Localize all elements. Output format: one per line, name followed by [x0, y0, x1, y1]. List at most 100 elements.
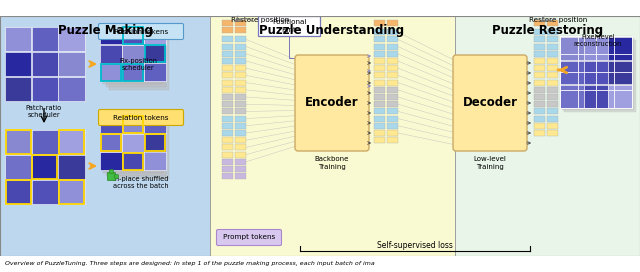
- Text: Decoder: Decoder: [463, 97, 518, 110]
- Text: Puzzle Understanding: Puzzle Understanding: [259, 24, 404, 37]
- Bar: [122, 153, 143, 169]
- Bar: [387, 65, 398, 71]
- Bar: [5, 180, 31, 204]
- Bar: [100, 26, 122, 44]
- Bar: [547, 87, 558, 93]
- Bar: [222, 72, 233, 78]
- Text: Overview of PuzzleTuning. Three steps are designed: In step 1 of the puzzle maki: Overview of PuzzleTuning. Three steps ar…: [5, 261, 375, 267]
- Bar: [374, 130, 385, 136]
- Bar: [374, 72, 385, 78]
- Bar: [534, 44, 545, 50]
- Bar: [5, 51, 31, 76]
- Bar: [235, 51, 246, 57]
- Text: Puzzle Restoring: Puzzle Restoring: [492, 24, 604, 37]
- Bar: [235, 123, 246, 129]
- Bar: [222, 159, 233, 165]
- Bar: [387, 137, 398, 143]
- Bar: [222, 123, 233, 129]
- Bar: [374, 29, 385, 35]
- Bar: [31, 154, 58, 179]
- Bar: [106, 35, 166, 87]
- Text: Encoder: Encoder: [305, 97, 359, 110]
- Bar: [6, 130, 31, 153]
- Text: Patch-ratio
scheduler: Patch-ratio scheduler: [26, 105, 62, 118]
- Bar: [564, 40, 636, 112]
- Bar: [145, 134, 165, 151]
- Bar: [122, 27, 143, 44]
- Bar: [31, 51, 58, 76]
- Bar: [145, 45, 165, 62]
- Bar: [222, 80, 233, 86]
- Bar: [560, 85, 584, 108]
- Bar: [547, 123, 558, 129]
- Bar: [222, 36, 233, 42]
- Bar: [235, 44, 246, 50]
- Bar: [608, 60, 632, 84]
- Bar: [455, 16, 640, 256]
- Bar: [222, 137, 233, 143]
- Bar: [235, 152, 246, 157]
- Bar: [387, 123, 398, 129]
- Bar: [374, 44, 385, 50]
- Bar: [534, 130, 545, 136]
- Bar: [534, 51, 545, 57]
- Bar: [58, 51, 84, 76]
- Bar: [374, 137, 385, 143]
- Bar: [58, 180, 84, 204]
- Bar: [547, 36, 558, 42]
- Bar: [235, 109, 246, 115]
- Bar: [100, 152, 122, 170]
- Bar: [122, 134, 143, 152]
- Text: Puzzle Making: Puzzle Making: [58, 24, 152, 37]
- Bar: [547, 51, 558, 57]
- FancyBboxPatch shape: [115, 175, 118, 178]
- Bar: [100, 64, 121, 81]
- Bar: [387, 80, 398, 86]
- Bar: [31, 129, 58, 154]
- Bar: [222, 116, 233, 122]
- Bar: [235, 159, 246, 165]
- Bar: [31, 180, 58, 204]
- Bar: [547, 80, 558, 86]
- Bar: [235, 144, 246, 150]
- Bar: [547, 65, 558, 71]
- Bar: [608, 36, 632, 60]
- Bar: [122, 152, 143, 170]
- Bar: [222, 173, 233, 179]
- Bar: [547, 44, 558, 50]
- Bar: [534, 72, 545, 78]
- Bar: [0, 16, 210, 256]
- FancyBboxPatch shape: [453, 55, 527, 151]
- Bar: [584, 60, 607, 84]
- Bar: [122, 116, 143, 133]
- Bar: [222, 94, 233, 100]
- Bar: [58, 129, 84, 154]
- Bar: [374, 36, 385, 42]
- Bar: [100, 134, 122, 152]
- Text: Self-supervised loss: Self-supervised loss: [377, 241, 453, 250]
- Bar: [144, 26, 166, 44]
- Bar: [100, 134, 121, 151]
- Bar: [100, 63, 122, 81]
- Bar: [547, 94, 558, 100]
- Bar: [6, 180, 31, 203]
- FancyBboxPatch shape: [258, 16, 320, 36]
- Bar: [235, 116, 246, 122]
- Bar: [547, 109, 558, 115]
- Bar: [374, 101, 385, 107]
- Bar: [534, 87, 545, 93]
- Bar: [547, 29, 558, 35]
- Bar: [122, 63, 143, 81]
- Bar: [122, 116, 143, 133]
- Bar: [374, 123, 385, 129]
- Bar: [100, 116, 122, 133]
- Text: Restore position: Restore position: [231, 17, 289, 23]
- Bar: [235, 87, 246, 93]
- Bar: [235, 94, 246, 100]
- Bar: [374, 80, 385, 86]
- Bar: [547, 20, 558, 26]
- Bar: [534, 58, 545, 64]
- Bar: [144, 63, 166, 81]
- Text: Prompt tokens: Prompt tokens: [223, 234, 275, 240]
- Bar: [387, 58, 398, 64]
